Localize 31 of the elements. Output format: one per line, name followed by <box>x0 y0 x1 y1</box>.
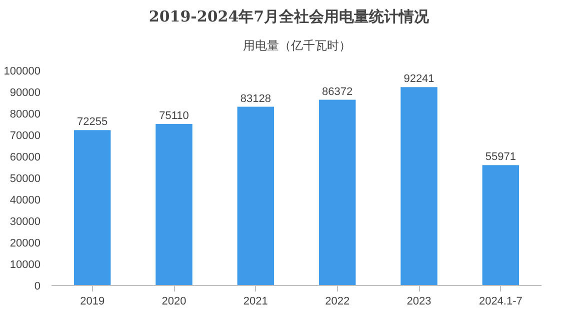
x-tick-label: 2022 <box>325 296 350 308</box>
x-tick-label: 2024.1-7 <box>478 296 522 308</box>
y-tick-label: 0 <box>34 280 41 292</box>
x-tick-label: 2020 <box>162 296 186 308</box>
data-label: 75110 <box>159 110 189 122</box>
y-tick-label: 80000 <box>10 108 41 120</box>
bar <box>400 87 438 286</box>
y-tick-label: 30000 <box>10 216 41 228</box>
y-tick-label: 50000 <box>10 173 41 185</box>
y-tick-label: 70000 <box>10 130 41 142</box>
bar <box>237 106 274 286</box>
data-label: 83128 <box>240 92 271 105</box>
data-label: 86372 <box>322 86 353 98</box>
chart-title: 2019-2024年7月全社会用电量统计情况 <box>148 8 430 26</box>
x-tick-label: 2019 <box>80 296 105 308</box>
data-label: 55971 <box>485 151 516 164</box>
bar <box>318 100 356 286</box>
y-tick-label: 100000 <box>4 66 41 78</box>
text: 用电量（亿千瓦时） <box>243 38 351 54</box>
y-tick-label: 10000 <box>10 259 41 271</box>
y-tick-label: 90000 <box>10 87 41 99</box>
y-tick-label: 60000 <box>10 152 41 164</box>
y-tick-label: 40000 <box>10 194 41 206</box>
bar <box>74 130 111 286</box>
data-label: 72255 <box>77 116 108 128</box>
x-tick-label: 2021 <box>243 296 268 308</box>
bar <box>482 165 520 286</box>
bar <box>156 124 192 286</box>
x-tick-label: 2023 <box>406 296 432 308</box>
y-tick-label: 20000 <box>10 238 41 250</box>
data-label: 92241 <box>404 73 434 86</box>
